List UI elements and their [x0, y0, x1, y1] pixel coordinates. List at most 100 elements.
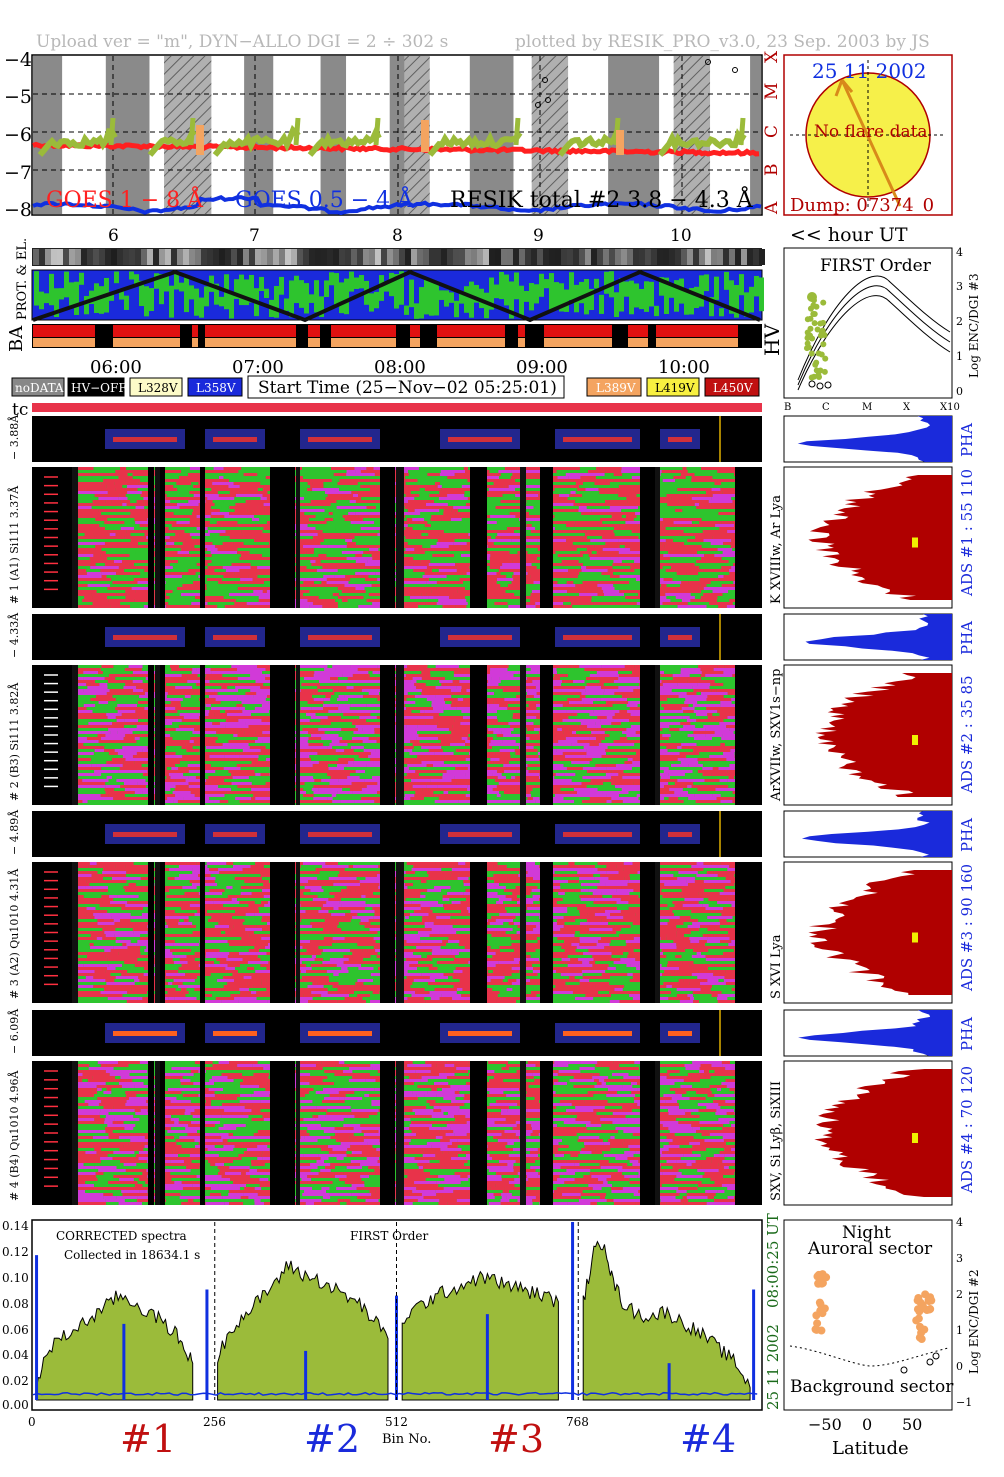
- spectrogram-cell: [228, 758, 251, 761]
- spectrogram-cell: [101, 767, 120, 770]
- spectrogram-cell: [661, 889, 682, 892]
- spectrogram-cell: [225, 569, 240, 572]
- spectrogram-cell: [577, 794, 607, 797]
- spectrogram-cell: [445, 581, 464, 584]
- spectrogram-cell: [651, 779, 678, 782]
- spectrogram-cell: [461, 710, 476, 713]
- ba-orange-cell: [437, 338, 505, 347]
- spectrogram-cell: [260, 773, 270, 776]
- legend-l328-box: [129, 377, 183, 397]
- spectrogram-cell: [494, 692, 514, 695]
- spectrogram-cell: [245, 722, 251, 725]
- spectrogram-cell: [688, 704, 693, 707]
- prot-green-cell: [249, 274, 254, 303]
- spectrogram-cell: [117, 542, 139, 545]
- spectrogram-cell: [702, 500, 709, 503]
- spectrogram-cell: [174, 542, 183, 545]
- legend-l389: L389V: [596, 381, 636, 395]
- spectrogram-cell: [440, 740, 466, 743]
- spectrogram-cell: [707, 716, 716, 719]
- spectrogram-cell: [232, 776, 249, 779]
- spectrogram-cell: [730, 545, 735, 548]
- spectrogram-cell: [629, 719, 644, 722]
- spectrogram-cell: [123, 886, 152, 889]
- spectrogram-cell: [401, 566, 427, 569]
- spectrogram-cell: [97, 476, 119, 479]
- spectrogram-cell: [412, 743, 436, 746]
- spectrogram-cell: [157, 749, 187, 752]
- spectrogram-cell: [577, 907, 601, 910]
- spectrogram-cell: [129, 515, 156, 518]
- spectrogram-cell: [560, 506, 566, 509]
- spectrogram-cell: [726, 725, 735, 728]
- spectrogram-cell: [345, 913, 358, 916]
- spectrogram-cell: [332, 746, 351, 749]
- spectrogram-cell: [714, 740, 735, 743]
- spectrogram-cell: [109, 533, 116, 536]
- spectrogram-cell: [257, 737, 272, 740]
- spectrogram-cell: [424, 710, 444, 713]
- spectrogram-cell: [426, 785, 438, 788]
- spectrogram-cell: [526, 740, 541, 743]
- spectrogram-cell: [180, 701, 205, 704]
- spectrogram-cell: [324, 668, 336, 671]
- spectrogram-cell: [199, 524, 221, 527]
- spectrogram-cell: [567, 698, 582, 701]
- fo-point: [808, 350, 815, 357]
- spectrogram-cell: [360, 470, 386, 473]
- spectrogram-cell: [459, 680, 476, 683]
- spectrogram-cell: [525, 868, 549, 871]
- spectrogram-cell: [323, 707, 339, 710]
- spectrogram-cell: [729, 865, 735, 868]
- spectrogram-cell: [490, 758, 500, 761]
- spectrogram-cell: [428, 533, 439, 536]
- prot-green-cell: [74, 281, 79, 315]
- spectrogram-cell: [711, 503, 735, 506]
- spectrogram-cell: [489, 566, 501, 569]
- ba-red-cell: [437, 325, 505, 337]
- spectrogram-cell: [311, 521, 327, 524]
- fo-point: [812, 361, 819, 368]
- spectrogram-cell: [118, 770, 148, 773]
- prot-green-cell: [594, 278, 599, 289]
- spectrogram-cell: [122, 485, 127, 488]
- spectrogram-cell: [355, 554, 363, 557]
- spectrogram-cell: [422, 916, 427, 919]
- spectrogram-cell: [525, 584, 542, 587]
- spectrogram-cell: [483, 551, 510, 554]
- spectrogram-cell: [108, 752, 118, 755]
- spectrogram-cell: [649, 731, 677, 734]
- first-order-panel: FIRST Order B C M X X10 4 3 2 1 0 Log EN…: [783, 246, 981, 413]
- prot-green-cell: [229, 293, 234, 319]
- spectrogram-cell: [577, 488, 586, 491]
- spectrogram-cell: [402, 695, 415, 698]
- spectrogram-cell: [341, 548, 370, 551]
- spectrogram-cell: [373, 916, 384, 919]
- spectrogram-cell: [332, 563, 356, 566]
- spectrogram-cell: [202, 898, 213, 901]
- ba-red-cell: [33, 325, 95, 337]
- spectrogram-cell: [397, 467, 419, 470]
- spectrogram-cell: [334, 755, 345, 758]
- prot-green-cell: [439, 290, 444, 300]
- spectrogram-cell: [120, 467, 127, 470]
- spectrogram-cell: [545, 913, 568, 916]
- spectrogram-cell: [554, 776, 583, 779]
- spectrogram-cell: [585, 755, 602, 758]
- spectrogram-cell: [681, 746, 689, 749]
- spectrogram-cell: [366, 704, 383, 707]
- spectrogram-cell: [691, 476, 713, 479]
- spectrogram-cell: [437, 485, 442, 488]
- spectrogram-cell: [341, 728, 358, 731]
- spectrogram-cell: [658, 581, 682, 584]
- spectrogram-cell: [293, 880, 309, 883]
- spectrogram-cell: [331, 479, 340, 482]
- spectrogram-cell: [399, 686, 417, 689]
- prot-gray-cell: [435, 249, 441, 265]
- spectrogram-cell: [686, 755, 710, 758]
- spectrogram-cell: [696, 692, 701, 695]
- spectrogram-cell: [130, 500, 137, 503]
- spectrogram-cell: [675, 862, 697, 865]
- spectrogram-cell: [301, 539, 324, 542]
- spectrogram-cell: [606, 716, 613, 719]
